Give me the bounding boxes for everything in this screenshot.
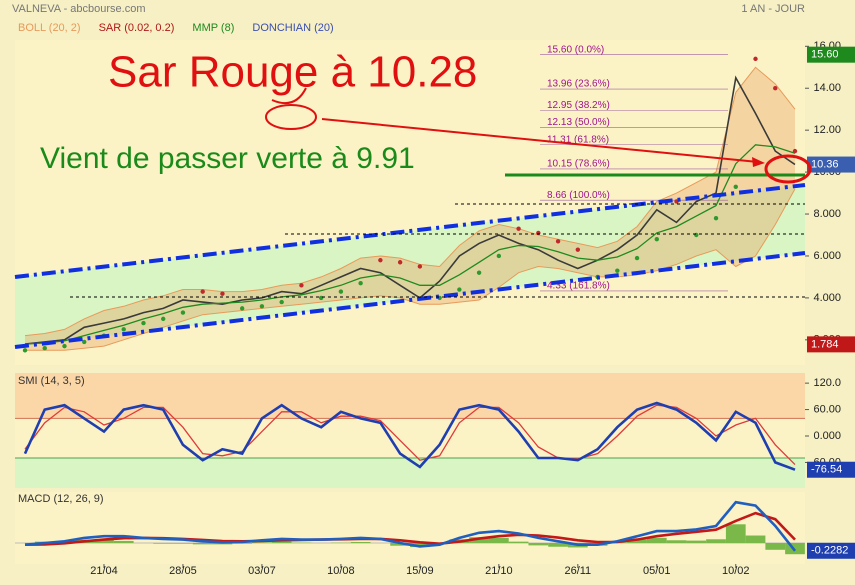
fib-label: 15.60 (0.0%) — [547, 44, 604, 55]
source: VALNEVA - abcbourse.com — [12, 3, 146, 15]
sar-dot — [773, 86, 777, 90]
fib-label: 12.95 (38.2%) — [547, 100, 610, 111]
fib-label: 8.66 (100.0%) — [547, 190, 610, 201]
sar-dot — [141, 321, 145, 325]
sar-dot — [497, 254, 501, 258]
sar-dot — [655, 237, 659, 241]
overbought-zone — [15, 373, 805, 418]
sar-dot — [299, 283, 303, 287]
histogram-bar — [509, 542, 529, 543]
value-box-label: 1.784 — [811, 338, 839, 350]
sar-dot — [240, 306, 244, 310]
histogram-bar — [173, 543, 193, 544]
x-tick-label: 10/02 — [722, 565, 750, 577]
sar-dot — [477, 271, 481, 275]
sar-dot — [358, 281, 362, 285]
x-tick-label: 10/08 — [327, 565, 355, 577]
panel-title: SMI (14, 3, 5) — [18, 375, 85, 387]
sar-dot — [516, 227, 520, 231]
sar-dot — [260, 304, 264, 308]
sar-dot — [418, 264, 422, 268]
value-box-label: -0.2282 — [811, 545, 848, 557]
legend-entry: DONCHIAN (20) — [252, 22, 333, 34]
histogram-bar — [706, 539, 726, 543]
oversold-zone — [15, 458, 805, 488]
sar-dot — [23, 348, 27, 352]
histogram-bar — [746, 536, 766, 543]
x-tick-label: 03/07 — [248, 565, 276, 577]
histogram-bar — [252, 542, 272, 543]
legend-entry: MMP (8) — [192, 22, 234, 34]
sar-dot — [635, 256, 639, 260]
sar-dot — [457, 287, 461, 291]
sar-dot — [122, 327, 126, 331]
sar-dot — [556, 239, 560, 243]
sar-dot — [734, 185, 738, 189]
y-tick-label: 12.00 — [813, 124, 841, 136]
annotation: Vient de passer verte à 9.91 — [40, 142, 415, 175]
sar-dot — [339, 289, 343, 293]
x-tick-label: 28/05 — [169, 565, 197, 577]
histogram-bar — [785, 543, 805, 554]
value-box-label: 10.36 — [811, 158, 839, 170]
sar-dot — [161, 317, 165, 321]
sar-dot — [714, 216, 718, 220]
y-tick-label: 0.000 — [813, 430, 841, 442]
histogram-bar — [114, 541, 134, 543]
fib-label: 10.15 (78.6%) — [547, 159, 610, 170]
period: 1 AN - JOUR — [741, 3, 805, 15]
sar-dot — [753, 57, 757, 61]
sar-dot — [793, 149, 797, 153]
fib-label: 13.96 (23.6%) — [547, 79, 610, 90]
y-tick-label: 60.00 — [813, 403, 841, 415]
panel-title: MACD (12, 26, 9) — [18, 493, 104, 505]
y-tick-label: 8.000 — [813, 208, 841, 220]
legend-entry: SAR (0.02, 0.2) — [99, 22, 175, 34]
histogram-bar — [765, 543, 785, 550]
sar-dot — [319, 296, 323, 300]
value-box-label: -76.54 — [811, 464, 842, 476]
sar-dot — [62, 344, 66, 348]
y-tick-label: 4.000 — [813, 292, 841, 304]
y-tick-label: 14.00 — [813, 82, 841, 94]
sar-dot — [615, 268, 619, 272]
histogram-bar — [351, 542, 371, 543]
histogram-bar — [193, 543, 213, 544]
macd-panel — [15, 492, 805, 564]
sar-dot — [181, 310, 185, 314]
histogram-bar — [667, 540, 687, 543]
y-tick-label: 6.000 — [813, 250, 841, 262]
fib-label: 12.13 (50.0%) — [547, 117, 610, 128]
sar-dot — [576, 247, 580, 251]
sar-dot — [279, 300, 283, 304]
sar-dot — [43, 346, 47, 350]
x-tick-label: 15/09 — [406, 565, 434, 577]
sar-dot — [694, 233, 698, 237]
sar-dot — [220, 292, 224, 296]
x-tick-label: 26/11 — [564, 565, 591, 577]
histogram-bar — [686, 541, 706, 543]
y-tick-label: 120.0 — [813, 377, 841, 389]
x-tick-label: 21/04 — [90, 565, 118, 577]
sar-dot — [378, 258, 382, 262]
x-tick-label: 05/01 — [643, 565, 671, 577]
histogram-bar — [726, 524, 746, 543]
value-box-label: 15.60 — [811, 49, 839, 61]
histogram-bar — [489, 538, 509, 543]
x-tick-label: 21/10 — [485, 565, 513, 577]
sar-dot — [200, 289, 204, 293]
legend-entry: BOLL (20, 2) — [18, 22, 81, 34]
annotation: Sar Rouge à 10.28 — [108, 48, 477, 97]
histogram-bar — [153, 543, 173, 544]
histogram-bar — [528, 543, 548, 545]
sar-dot — [398, 260, 402, 264]
